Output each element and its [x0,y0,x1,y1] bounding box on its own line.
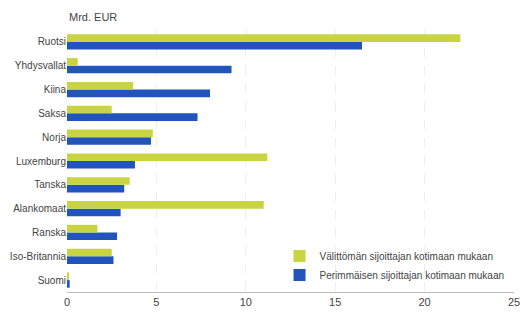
svg-text:Yhdysvallat: Yhdysvallat [15,60,66,71]
svg-text:Iso-Britannia: Iso-Britannia [10,251,67,262]
svg-text:Ruotsi: Ruotsi [38,36,66,47]
svg-text:10: 10 [240,296,252,308]
svg-text:Välittömän sijoittajan kotimaa: Välittömän sijoittajan kotimaan mukaan [320,251,493,262]
svg-text:Kiina: Kiina [44,84,67,95]
svg-text:20: 20 [418,296,430,308]
svg-text:Ranska: Ranska [32,227,66,238]
svg-text:15: 15 [329,296,341,308]
svg-text:0: 0 [64,296,70,308]
svg-text:Saksa: Saksa [38,108,66,119]
svg-text:Perimmäisen sijoittajan kotima: Perimmäisen sijoittajan kotimaan mukaan [320,270,505,281]
svg-text:Alankomaat: Alankomaat [13,203,66,214]
svg-text:Suomi: Suomi [38,275,66,286]
svg-text:Norja: Norja [42,132,66,143]
svg-text:Mrd. EUR: Mrd. EUR [69,11,117,23]
svg-text:5: 5 [153,296,159,308]
svg-text:Luxemburg: Luxemburg [16,156,66,167]
svg-text:25: 25 [508,296,520,308]
svg-text:Tanska: Tanska [34,179,66,190]
